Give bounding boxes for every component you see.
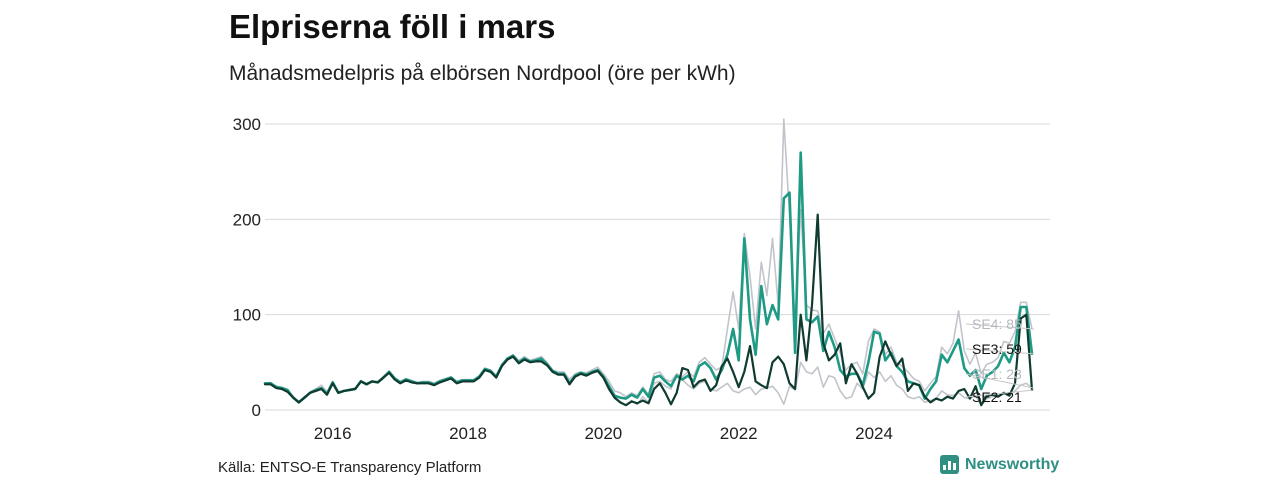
end-label-se4: SE4: 85 xyxy=(972,316,1022,332)
x-tick-label: 2018 xyxy=(449,424,487,443)
y-tick-label: 100 xyxy=(233,306,261,325)
label-leader-se4 xyxy=(965,323,1034,330)
label-leader-se3 xyxy=(965,348,1034,355)
series-se3 xyxy=(263,151,1034,404)
label-leader-se1 xyxy=(965,373,1035,389)
y-tick-label: 0 xyxy=(252,401,261,420)
series-se4 xyxy=(264,118,1033,403)
brand-name: Newsworthy xyxy=(965,455,1060,473)
chart-subtitle: Månadsmedelpris på elbörsen Nordpool (ör… xyxy=(229,62,736,85)
chart-title: Elpriserna föll i mars xyxy=(229,8,556,45)
x-tick-label: 2022 xyxy=(720,424,758,443)
series-line-se2 xyxy=(263,213,1034,407)
line-chart: SE4: 85 SE1: 23 SE3: 59 SE2: 21 0 100 200 300 2… xyxy=(233,115,1050,443)
y-tick-label: 200 xyxy=(233,210,261,229)
series-se2 xyxy=(263,213,1034,407)
label-leader-se2 xyxy=(965,389,1035,398)
source-note: Källa: ENTSO-E Transparency Platform xyxy=(218,459,482,476)
end-labels: SE4: 85 SE1: 23 SE3: 59 SE2: 21 xyxy=(965,316,1035,405)
series-line-se3 xyxy=(263,151,1034,404)
brand-logo[interactable]: Newsworthy xyxy=(940,455,1059,474)
x-tick-label: 2020 xyxy=(584,424,622,443)
end-label-se2: SE2: 21 xyxy=(972,389,1022,405)
axes: 0 100 200 300 2016 2018 2020 2022 2024 xyxy=(233,115,893,443)
series-layer xyxy=(263,118,1034,407)
series-line-se4 xyxy=(264,118,1033,403)
gridlines xyxy=(265,123,1050,411)
x-tick-label: 2016 xyxy=(314,424,352,443)
end-label-se3: SE3: 59 xyxy=(972,341,1022,357)
end-label-se1: SE1: 23 xyxy=(972,366,1022,382)
x-tick-label: 2024 xyxy=(855,424,893,443)
bar-chart-icon xyxy=(940,455,959,474)
y-tick-label: 300 xyxy=(233,115,261,134)
